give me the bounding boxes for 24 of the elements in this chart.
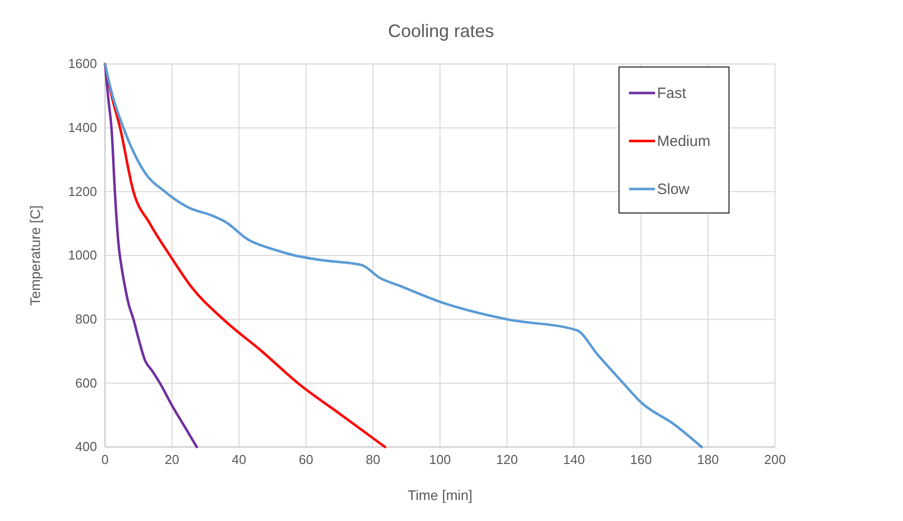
chart-title: Cooling rates: [388, 21, 494, 41]
x-tick-label: 180: [697, 452, 719, 468]
x-tick-label: 120: [496, 452, 518, 468]
y-tick-label: 1000: [68, 248, 97, 263]
y-tick-label: 600: [75, 375, 97, 390]
legend-label: Slow: [657, 181, 690, 198]
y-axis-title: Temperature [C]: [27, 205, 43, 306]
x-tick-label: 100: [429, 452, 451, 468]
x-tick-label: 60: [298, 452, 314, 468]
x-axis-title: Time [min]: [408, 487, 472, 503]
y-tick-label: 1400: [68, 120, 97, 135]
x-tick-label: 40: [232, 452, 246, 468]
x-tick-label: 140: [563, 452, 585, 468]
legend-label: Medium: [657, 133, 710, 150]
x-tick-label: 200: [764, 452, 786, 468]
y-tick-label: 1600: [68, 56, 97, 72]
x-tick-label: 80: [366, 452, 380, 468]
x-tick-label: 0: [101, 452, 109, 468]
x-tick-label: 20: [164, 452, 180, 468]
y-tick-label: 400: [75, 439, 97, 454]
x-tick-label: 160: [630, 452, 652, 468]
y-tick-label: 1200: [68, 184, 97, 199]
y-tick-label: 800: [75, 311, 97, 326]
legend-label: Fast: [657, 85, 688, 102]
